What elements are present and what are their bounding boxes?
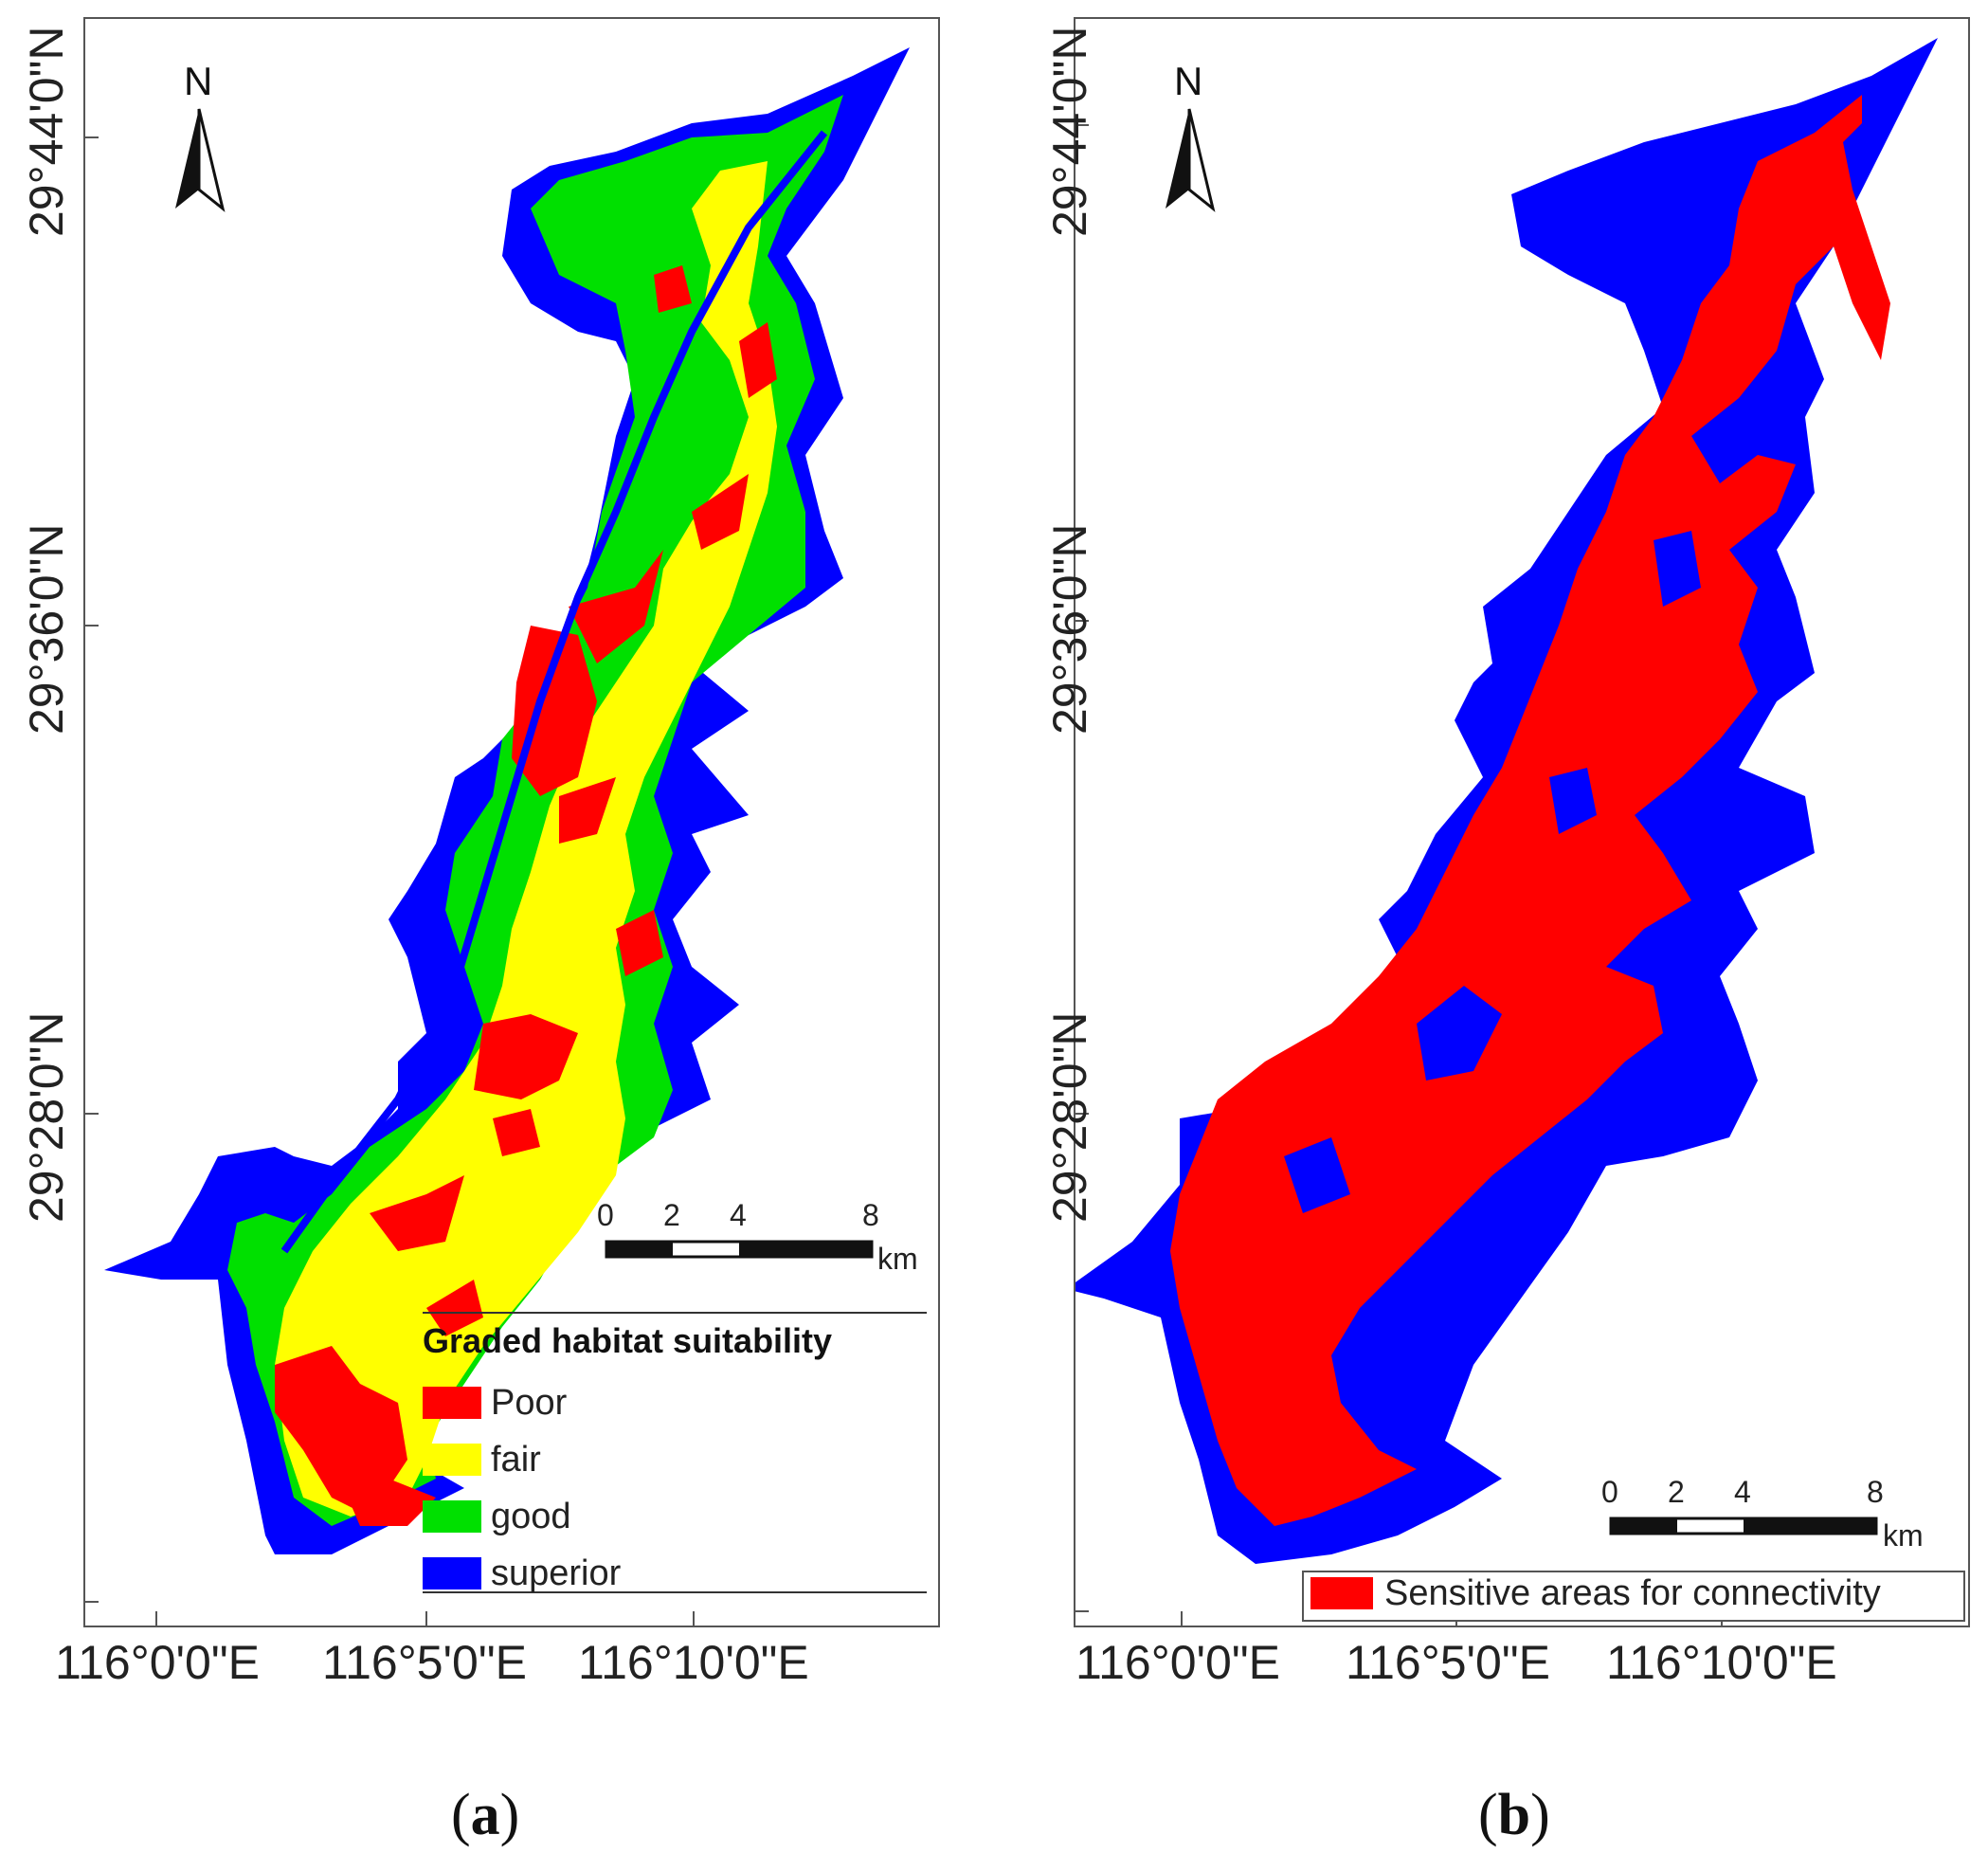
legend-item-good: good xyxy=(423,1488,925,1545)
legend-label: fair xyxy=(491,1439,541,1480)
map-region-islands xyxy=(1284,531,1701,1213)
legend-swatch xyxy=(423,1557,481,1589)
lat-label-b-3: 29°28'0"N xyxy=(1043,1011,1096,1223)
lon-label-b-1: 116°0'0"E xyxy=(1075,1636,1280,1689)
scale-unit: km xyxy=(877,1242,918,1276)
legend-label: superior xyxy=(491,1553,622,1593)
lon-label-b-3: 116°10'0"E xyxy=(1606,1636,1837,1689)
map-region-good xyxy=(227,95,843,1526)
caption-a-letter: a xyxy=(470,1783,500,1847)
legend-item-fair: fair xyxy=(423,1431,925,1488)
scale-tick-2: 2 xyxy=(663,1198,680,1232)
caption-b-letter: b xyxy=(1497,1783,1531,1847)
north-label: N xyxy=(184,59,213,103)
north-arrow-icon xyxy=(1166,108,1216,212)
map-region-poor xyxy=(275,265,777,1526)
legend-item-poor: Poor xyxy=(423,1374,925,1431)
map-region-sensitive xyxy=(1170,95,1890,1526)
legend-swatch xyxy=(1310,1577,1373,1609)
scale-bar xyxy=(1609,1517,1878,1535)
legend-swatch xyxy=(423,1444,481,1476)
scale-tick-4: 4 xyxy=(730,1198,747,1232)
north-arrow-icon xyxy=(175,108,226,212)
lat-label-b-2: 29°36'0"N xyxy=(1043,523,1096,735)
scale-tick-2: 2 xyxy=(1668,1475,1685,1509)
map-panel-b: N 0 2 4 8 km Sensitive areas for connect… xyxy=(1074,17,1970,1627)
map-panel-a: N 0 2 4 8 km Graded habitat suitability … xyxy=(83,17,940,1627)
caption-a: (a) xyxy=(451,1783,520,1847)
scale-tick-8: 8 xyxy=(1867,1475,1884,1509)
scale-bar xyxy=(605,1240,874,1259)
scale-tick-8: 8 xyxy=(862,1198,879,1232)
lat-label-a-3: 29°28'0"N xyxy=(20,1011,73,1223)
map-region-fair xyxy=(275,161,777,1517)
lon-label-a-3: 116°10'0"E xyxy=(578,1636,809,1689)
legend: Graded habitat suitability Poor fair goo… xyxy=(423,1321,925,1602)
lat-label-b-1: 29°44'0"N xyxy=(1043,26,1096,237)
legend-label: Poor xyxy=(491,1382,568,1423)
lon-label-a-1: 116°0'0"E xyxy=(55,1636,260,1689)
connectivity-map xyxy=(1075,38,1965,1626)
habitat-suitability-map xyxy=(85,47,927,1626)
legend-label: Sensitive areas for connectivity xyxy=(1384,1573,1881,1613)
legend-swatch xyxy=(423,1500,481,1533)
river-channel xyxy=(280,130,828,1254)
legend-title: Graded habitat suitability xyxy=(423,1321,833,1360)
lon-label-b-2: 116°5'0"E xyxy=(1346,1636,1550,1689)
caption-b: (b) xyxy=(1478,1783,1550,1847)
north-label: N xyxy=(1174,59,1203,103)
lon-label-a-2: 116°5'0"E xyxy=(322,1636,527,1689)
legend-item-superior: superior xyxy=(423,1545,925,1602)
legend-label: good xyxy=(491,1496,571,1536)
scale-tick-0: 0 xyxy=(1601,1475,1618,1509)
scale-unit: km xyxy=(1883,1518,1924,1553)
scale-tick-4: 4 xyxy=(1734,1475,1751,1509)
legend-swatch xyxy=(423,1387,481,1419)
scale-tick-0: 0 xyxy=(597,1198,614,1232)
lat-label-a-1: 29°44'0"N xyxy=(20,26,73,237)
lat-label-a-2: 29°36'0"N xyxy=(20,523,73,735)
